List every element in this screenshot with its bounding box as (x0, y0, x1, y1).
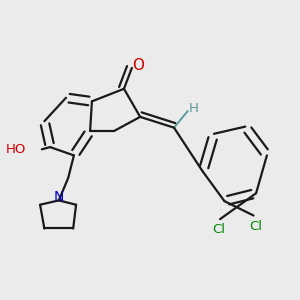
Text: Cl: Cl (212, 224, 225, 236)
Text: N: N (54, 190, 64, 204)
Text: Cl: Cl (249, 220, 262, 233)
Text: HO: HO (5, 143, 26, 156)
Text: H: H (189, 102, 199, 115)
Text: O: O (132, 58, 144, 73)
